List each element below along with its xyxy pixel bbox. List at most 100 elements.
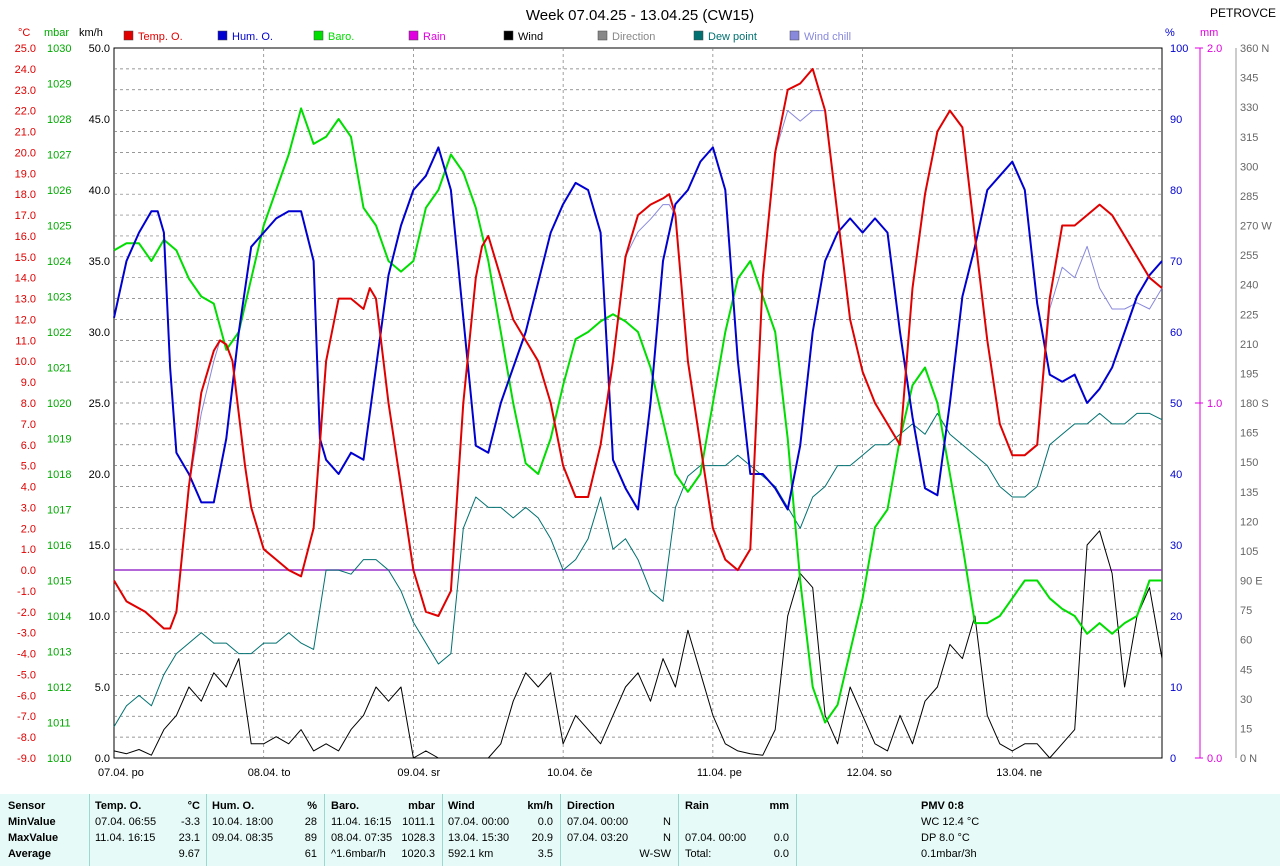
tick-label-hum: 50 bbox=[1170, 398, 1182, 410]
tick-label-wind: 40.0 bbox=[89, 185, 110, 197]
stats-header-hum: Hum. O. bbox=[212, 800, 255, 812]
stats-label-min: MinValue bbox=[8, 816, 56, 828]
dir-max-time: 07.04. 03:20 bbox=[567, 832, 629, 844]
tick-label-direction: 240 bbox=[1240, 280, 1258, 292]
legend-swatch bbox=[503, 30, 514, 41]
legend-swatch bbox=[789, 30, 800, 41]
tick-label-direction: 210 bbox=[1240, 339, 1258, 351]
wind-min-value: 0.0 bbox=[537, 816, 553, 828]
temp-max-value: 23.1 bbox=[178, 832, 200, 844]
tick-label-rain: 1.0 bbox=[1207, 398, 1222, 410]
stats-col-wind: Wind km/h 07.04. 00:00 0.0 13.04. 15:30 … bbox=[442, 794, 559, 866]
series-wind bbox=[113, 530, 1163, 759]
tick-label-direction: 90 E bbox=[1240, 576, 1263, 588]
tick-label-temp: -7.0 bbox=[17, 711, 36, 723]
tick-label-baro: 1011 bbox=[47, 718, 71, 730]
tick-label-temp: 6.0 bbox=[21, 440, 36, 452]
tick-label-temp: 12.0 bbox=[15, 314, 36, 326]
temp-avg-value: 9.67 bbox=[178, 848, 200, 860]
series-baro bbox=[113, 107, 1162, 724]
dir-min-value: N bbox=[663, 816, 671, 828]
tick-label-direction: 180 S bbox=[1240, 398, 1269, 410]
tick-label-temp: -5.0 bbox=[17, 669, 36, 681]
x-tick-label: 11.04. pe bbox=[697, 767, 742, 779]
rain-max-time: 07.04. 00:00 bbox=[685, 832, 747, 844]
pmv-header: PMV 0:8 bbox=[921, 800, 964, 812]
tick-label-temp: 24.0 bbox=[15, 64, 36, 76]
legend-label: Rain bbox=[423, 31, 446, 43]
tick-label-hum: 100 bbox=[1170, 43, 1188, 55]
stats-col-sensor: Sensor MinValue MaxValue Average bbox=[0, 794, 88, 866]
legend-label: Dew point bbox=[708, 31, 757, 43]
legend-swatch bbox=[123, 30, 134, 41]
tick-label-temp: -9.0 bbox=[17, 753, 36, 765]
temp-min-time: 07.04. 06:55 bbox=[95, 816, 157, 828]
weather-chart: Week 07.04.25 - 13.04.25 (CW15) PETROVCE… bbox=[14, 6, 1276, 779]
tick-label-temp: 0.0 bbox=[21, 565, 36, 577]
tick-label-temp: -4.0 bbox=[17, 649, 36, 661]
stats-unit-hum: % bbox=[307, 800, 317, 812]
tick-label-baro: 1021 bbox=[47, 363, 71, 375]
series-hum-o bbox=[113, 146, 1163, 511]
legend-label: Temp. O. bbox=[138, 31, 183, 43]
tick-label-temp: 3.0 bbox=[21, 502, 36, 514]
tick-label-wind: 5.0 bbox=[95, 682, 110, 694]
chart-grid bbox=[113, 47, 1163, 759]
tick-label-baro: 1029 bbox=[47, 79, 71, 91]
tick-label-temp: 13.0 bbox=[15, 294, 36, 306]
tick-label-temp: -8.0 bbox=[17, 732, 36, 744]
tick-label-direction: 135 bbox=[1240, 487, 1258, 499]
tick-label-baro: 1018 bbox=[47, 469, 71, 481]
hum-max-value: 89 bbox=[304, 832, 317, 844]
legend-label: Hum. O. bbox=[232, 31, 273, 43]
tick-label-temp: -1.0 bbox=[17, 586, 36, 598]
stats-header-wind: Wind bbox=[448, 800, 475, 812]
tick-label-hum: 60 bbox=[1170, 327, 1182, 339]
stats-header-direction: Direction bbox=[567, 800, 615, 812]
pmv-baro-trend: 0.1mbar/3h bbox=[921, 848, 977, 860]
tick-label-baro: 1022 bbox=[47, 327, 71, 339]
baro-trend: ^1.6mbar/h bbox=[331, 848, 386, 860]
stats-unit-rain: mm bbox=[769, 800, 789, 812]
tick-label-wind: 20.0 bbox=[89, 469, 110, 481]
tick-label-direction: 0 N bbox=[1240, 753, 1257, 765]
tick-label-baro: 1016 bbox=[47, 540, 71, 552]
series-temp-o bbox=[113, 67, 1163, 630]
x-axis-labels: 07.04. po 08.04. to 09.04. sr 10.04. če 11.0… bbox=[98, 767, 1042, 779]
chart-axes: 25.0 24.0 23.0 22.0 21.0 20.0 19.0 18.0 17.0 16.0… bbox=[15, 43, 1273, 765]
tick-label-wind: 45.0 bbox=[89, 114, 110, 126]
tick-label-temp: 15.0 bbox=[15, 252, 36, 264]
stats-unit-wind: km/h bbox=[527, 800, 553, 812]
tick-label-temp: 25.0 bbox=[15, 43, 36, 55]
wind-max-time: 13.04. 15:30 bbox=[448, 832, 510, 844]
tick-label-direction: 15 bbox=[1240, 723, 1252, 735]
tick-label-baro: 1012 bbox=[47, 682, 71, 694]
hum-min-value: 28 bbox=[304, 816, 317, 828]
unit-baro: mbar bbox=[44, 27, 69, 39]
rain-max-value: 0.0 bbox=[773, 832, 789, 844]
hum-max-time: 09.04. 08:35 bbox=[212, 832, 274, 844]
tick-label-direction: 300 bbox=[1240, 161, 1258, 173]
tick-label-direction: 255 bbox=[1240, 250, 1258, 262]
tick-label-hum: 10 bbox=[1170, 682, 1182, 694]
legend-label: Wind bbox=[518, 31, 543, 43]
tick-label-baro: 1025 bbox=[47, 221, 71, 233]
series-dew-point bbox=[113, 412, 1163, 727]
legend-label: Baro. bbox=[328, 31, 354, 43]
x-tick-label: 08.04. to bbox=[248, 767, 291, 779]
stats-unit-baro: mbar bbox=[408, 800, 435, 812]
hum-avg-value: 61 bbox=[304, 848, 317, 860]
stats-header-rain: Rain bbox=[685, 800, 709, 812]
stats-header-baro: Baro. bbox=[331, 800, 360, 812]
rain-total-value: 0.0 bbox=[773, 848, 789, 860]
legend-swatch bbox=[313, 30, 324, 41]
tick-label-temp: 17.0 bbox=[15, 210, 36, 222]
tick-label-direction: 195 bbox=[1240, 368, 1258, 380]
x-tick-label: 07.04. po bbox=[98, 767, 144, 779]
tick-label-rain: 0.0 bbox=[1207, 753, 1222, 765]
legend-swatch bbox=[217, 30, 228, 41]
tick-label-temp: 21.0 bbox=[15, 127, 36, 139]
tick-label-baro: 1019 bbox=[47, 434, 71, 446]
chart-legend: Temp. O. Hum. O. Baro. Rain Wind Direction Dew… bbox=[123, 30, 851, 43]
tick-label-hum: 70 bbox=[1170, 256, 1182, 268]
